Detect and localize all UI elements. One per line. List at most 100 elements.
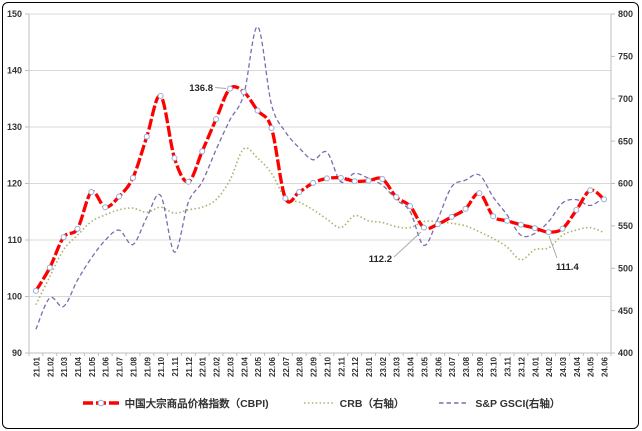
cbpi-data-marker [310,179,317,186]
cbpi-data-marker [601,196,608,203]
cbpi-data-marker [407,203,414,210]
cbpi-data-marker [504,217,511,224]
cbpi-data-marker [32,287,39,294]
right-axis-label: 550 [618,221,633,231]
right-axis-label: 650 [618,136,633,146]
x-axis-label: 23.07 [448,356,457,377]
x-axis-label: 22.03 [226,356,235,377]
x-axis-label: 23.11 [504,356,513,376]
cbpi-data-marker [74,225,81,232]
x-axis-label: 21.09 [143,356,152,377]
annotation-leader-line [214,87,227,89]
x-axis-label: 24.05 [587,356,596,377]
x-axis-label: 24.06 [601,356,610,377]
annotation-leader-line [393,231,422,258]
cbpi-data-marker [545,229,552,236]
x-axis-label: 23.03 [393,356,402,377]
x-axis-label: 22.01 [199,356,208,377]
left-axis-label: 150 [7,9,22,19]
chart-legend: 中国大宗商品价格指数（CBPI) CRB（右轴） S&P GSCI(右轴） [0,391,642,415]
cbpi-data-marker [254,107,261,114]
cbpi-line-swatch [82,399,119,407]
legend-item-gsci: S&P GSCI(右轴） [438,396,560,411]
left-axis-label: 90 [12,348,22,358]
cbpi-data-marker [282,195,289,202]
x-axis-label: 22.04 [240,356,249,377]
cbpi-data-marker [60,234,67,241]
legend-label-crb: CRB（右轴） [339,397,405,410]
cbpi-data-marker [462,205,469,212]
right-axis-label: 600 [618,179,633,189]
x-axis-label: 23.02 [379,356,388,377]
cbpi-data-marker [517,221,524,228]
cbpi-data-marker [490,213,497,220]
x-axis-label: 21.01 [32,356,41,377]
cbpi-data-marker [46,264,53,271]
cbpi-data-marker [434,221,441,228]
x-axis-label: 23.10 [490,356,499,377]
cbpi-data-marker [420,224,427,231]
x-axis-label: 21.07 [116,356,125,377]
cbpi-data-marker [573,207,580,214]
cbpi-data-marker [213,116,220,123]
x-axis-label: 23.05 [420,356,429,377]
right-axis-label: 400 [618,348,633,358]
cbpi-data-marker [531,225,538,232]
x-axis-label: 24.04 [573,356,582,377]
right-axis-label: 450 [618,306,633,316]
x-axis-label: 24.02 [545,356,554,377]
x-axis-label: 23.06 [434,356,443,377]
right-axis-label: 800 [618,9,633,19]
x-axis-label: 21.08 [129,356,138,377]
x-axis-label: 22.11 [337,356,346,376]
annotation-leader-line [548,235,558,259]
annotation-label: 136.8 [189,83,213,94]
annotation-label: 112.2 [369,254,392,265]
cbpi-data-marker [351,178,358,185]
cbpi-data-marker [379,175,386,182]
cbpi-data-marker [116,193,123,200]
cbpi-data-marker [365,177,372,184]
x-axis-label: 21.12 [185,356,194,377]
x-axis-label: 23.01 [365,356,374,377]
x-axis-label: 24.03 [559,356,568,377]
right-axis-label: 500 [618,263,633,273]
x-axis-label: 23.04 [407,356,416,377]
left-axis-label: 110 [7,235,22,245]
cbpi-data-marker [476,190,483,197]
annotation-label: 111.4 [556,262,579,273]
x-axis-label: 22.02 [213,356,222,377]
left-axis-label: 120 [7,179,22,189]
x-axis-label: 22.05 [254,356,263,377]
x-axis-label: 21.02 [46,356,55,377]
crb-line-swatch [303,402,334,404]
cbpi-data-marker [323,175,330,182]
cbpi-data-marker [559,225,566,232]
cbpi-data-marker [185,178,192,185]
cbpi-series-line [34,85,606,292]
cbpi-data-marker [199,148,206,155]
cbpi-data-marker [448,213,455,220]
x-axis-label: 21.05 [88,356,97,377]
cbpi-data-marker [171,155,178,162]
x-axis-label: 21.10 [157,356,166,377]
x-axis-label: 23.12 [517,356,526,377]
cbpi-data-marker [240,88,247,95]
cbpi-data-marker [587,187,594,194]
x-axis-label: 21.03 [60,356,69,377]
legend-item-cbpi: 中国大宗商品价格指数（CBPI) [82,396,269,411]
cbpi-data-marker [268,125,275,132]
x-axis-label: 22.12 [351,356,360,377]
cbpi-data-marker [296,188,303,195]
right-axis-label: 750 [618,52,633,62]
cbpi-data-marker [226,85,233,92]
legend-item-crb: CRB（右轴） [303,396,405,411]
x-axis-label: 21.06 [102,356,111,377]
x-axis-label: 22.06 [268,356,277,377]
x-axis-label: 22.08 [296,356,305,377]
left-axis-label: 140 [7,66,22,76]
legend-label-gsci: S&P GSCI(右轴） [475,397,561,410]
x-axis-label: 23.09 [476,356,485,377]
